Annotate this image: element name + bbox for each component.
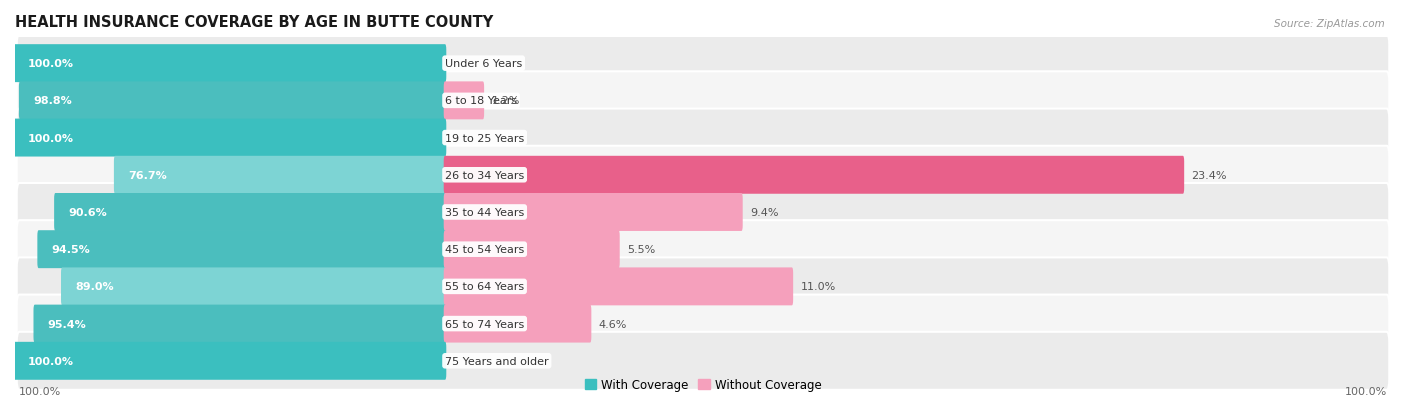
Text: 100.0%: 100.0% xyxy=(20,387,62,396)
Text: 65 to 74 Years: 65 to 74 Years xyxy=(446,319,524,329)
Text: 100.0%: 100.0% xyxy=(28,59,75,69)
FancyBboxPatch shape xyxy=(53,194,446,231)
Legend: With Coverage, Without Coverage: With Coverage, Without Coverage xyxy=(579,373,827,396)
FancyBboxPatch shape xyxy=(17,221,1389,278)
Text: 26 to 34 Years: 26 to 34 Years xyxy=(446,170,524,180)
Text: 89.0%: 89.0% xyxy=(75,282,114,292)
FancyBboxPatch shape xyxy=(17,295,1389,353)
FancyBboxPatch shape xyxy=(17,35,1389,93)
FancyBboxPatch shape xyxy=(17,183,1389,242)
Text: Under 6 Years: Under 6 Years xyxy=(446,59,522,69)
Text: 11.0%: 11.0% xyxy=(800,282,835,292)
FancyBboxPatch shape xyxy=(444,82,484,120)
Text: HEALTH INSURANCE COVERAGE BY AGE IN BUTTE COUNTY: HEALTH INSURANCE COVERAGE BY AGE IN BUTT… xyxy=(15,15,494,30)
FancyBboxPatch shape xyxy=(14,45,446,83)
FancyBboxPatch shape xyxy=(14,119,446,157)
Text: 94.5%: 94.5% xyxy=(52,244,90,254)
Text: 76.7%: 76.7% xyxy=(128,170,167,180)
FancyBboxPatch shape xyxy=(444,194,742,231)
Text: Source: ZipAtlas.com: Source: ZipAtlas.com xyxy=(1274,19,1385,28)
FancyBboxPatch shape xyxy=(14,342,446,380)
Text: 55 to 64 Years: 55 to 64 Years xyxy=(446,282,524,292)
Text: 75 Years and older: 75 Years and older xyxy=(446,356,548,366)
FancyBboxPatch shape xyxy=(38,230,446,268)
Text: 100.0%: 100.0% xyxy=(28,133,75,143)
Text: 1.2%: 1.2% xyxy=(492,96,520,106)
Text: 95.4%: 95.4% xyxy=(48,319,86,329)
FancyBboxPatch shape xyxy=(60,268,446,306)
FancyBboxPatch shape xyxy=(17,332,1389,390)
FancyBboxPatch shape xyxy=(444,268,793,306)
Text: 6 to 18 Years: 6 to 18 Years xyxy=(446,96,517,106)
FancyBboxPatch shape xyxy=(34,305,446,343)
Text: 100.0%: 100.0% xyxy=(28,356,75,366)
FancyBboxPatch shape xyxy=(18,82,446,120)
FancyBboxPatch shape xyxy=(17,146,1389,204)
Text: 98.8%: 98.8% xyxy=(34,96,72,106)
Text: 5.5%: 5.5% xyxy=(627,244,655,254)
FancyBboxPatch shape xyxy=(17,109,1389,167)
FancyBboxPatch shape xyxy=(17,258,1389,316)
Text: 4.6%: 4.6% xyxy=(599,319,627,329)
Text: 45 to 54 Years: 45 to 54 Years xyxy=(446,244,524,254)
Text: 35 to 44 Years: 35 to 44 Years xyxy=(446,207,524,218)
FancyBboxPatch shape xyxy=(444,305,592,343)
Text: 100.0%: 100.0% xyxy=(1344,387,1386,396)
Text: 90.6%: 90.6% xyxy=(69,207,107,218)
Text: 9.4%: 9.4% xyxy=(749,207,779,218)
FancyBboxPatch shape xyxy=(114,157,446,194)
FancyBboxPatch shape xyxy=(444,157,1184,194)
FancyBboxPatch shape xyxy=(444,230,620,268)
FancyBboxPatch shape xyxy=(17,72,1389,130)
Text: 23.4%: 23.4% xyxy=(1191,170,1227,180)
Text: 19 to 25 Years: 19 to 25 Years xyxy=(446,133,524,143)
